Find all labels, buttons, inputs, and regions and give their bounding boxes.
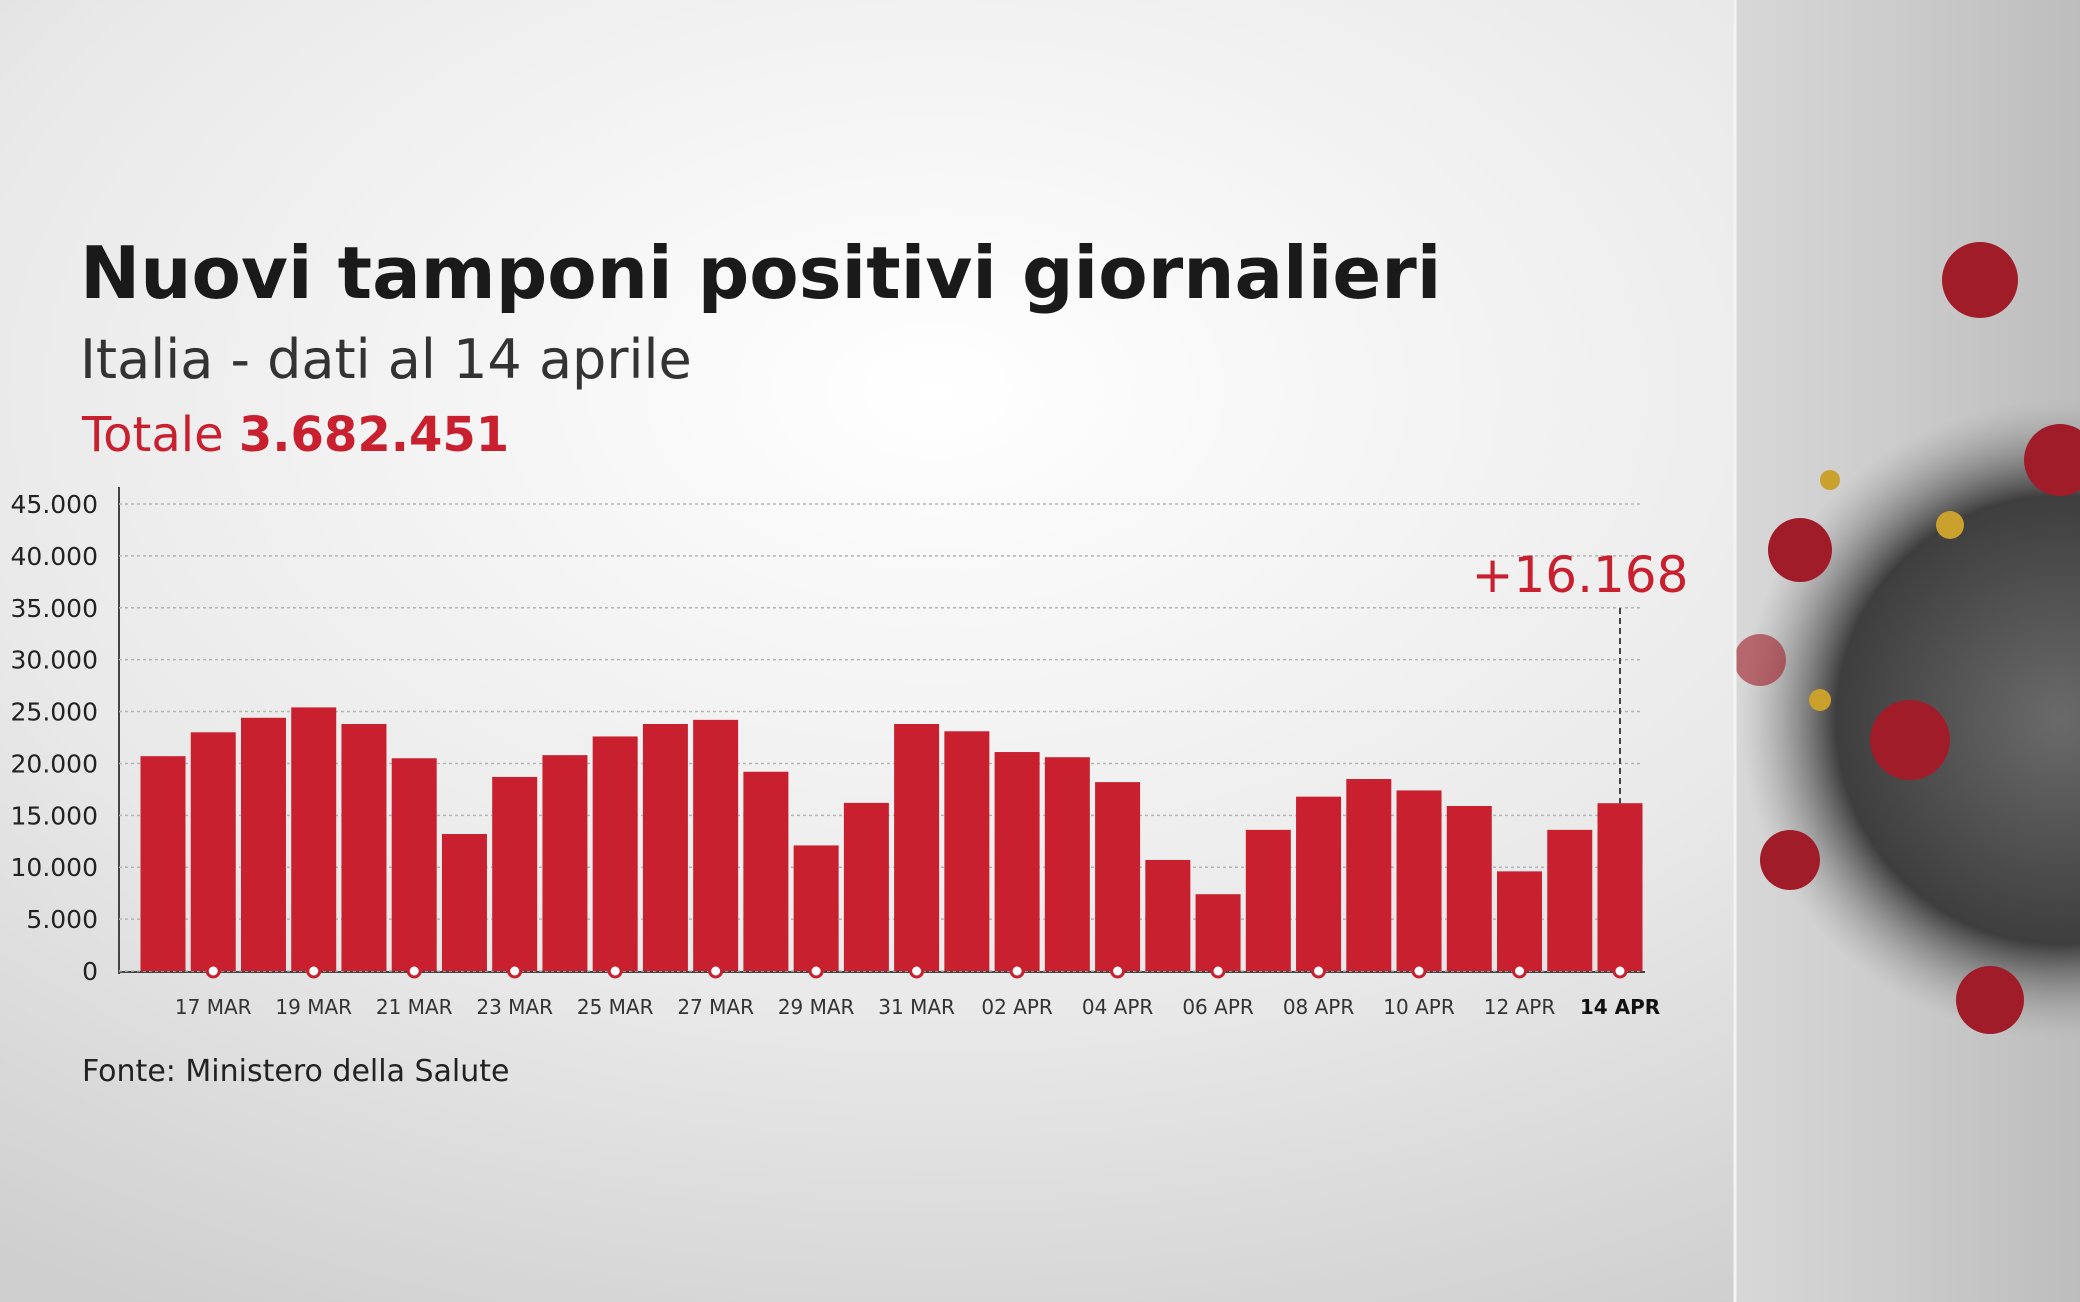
tick-dot: [909, 963, 925, 979]
bar: [994, 752, 1040, 971]
tick-dot: [1311, 963, 1327, 979]
x-tick-label: 31 MAR: [878, 995, 955, 1019]
virus-spikes: [1734, 242, 2080, 1034]
total-label: Totale: [81, 407, 224, 463]
x-tick-label: 12 APR: [1484, 995, 1556, 1019]
tick-dot: [205, 963, 221, 979]
y-tick-label: 10.000: [11, 853, 98, 882]
bar: [190, 732, 236, 971]
bar: [1446, 805, 1492, 971]
x-tick-label: 02 APR: [981, 995, 1053, 1019]
bar: [1296, 796, 1342, 971]
x-tick-label: 29 MAR: [778, 995, 855, 1019]
y-tick-label: 40.000: [11, 542, 98, 571]
y-tick-label: 0: [82, 957, 98, 986]
chart-subtitle: Italia - dati al 14 aprile: [80, 328, 692, 391]
bar: [592, 736, 638, 971]
bar: [843, 802, 889, 971]
tick-dot: [1009, 963, 1025, 979]
bar: [1597, 803, 1643, 971]
y-tick-label: 20.000: [11, 749, 98, 778]
bar: [1245, 829, 1291, 971]
bar: [693, 719, 739, 971]
bar: [642, 724, 688, 971]
x-tick-label: 06 APR: [1182, 995, 1254, 1019]
tick-dot: [607, 963, 623, 979]
bar: [441, 834, 487, 971]
x-tick-label: 04 APR: [1082, 995, 1154, 1019]
y-tick-label: 25.000: [11, 698, 98, 727]
tick-dot: [1110, 963, 1126, 979]
tick-dot: [1210, 963, 1226, 979]
bar: [944, 731, 990, 971]
bar: [743, 771, 789, 971]
tick-dot: [406, 963, 422, 979]
bar: [1396, 790, 1442, 971]
tick-dot: [306, 963, 322, 979]
bar: [391, 758, 437, 971]
tick-dot: [808, 963, 824, 979]
y-tick-label: 35.000: [11, 594, 98, 623]
total: Totale 3.682.451: [81, 407, 509, 463]
x-tick-label: 10 APR: [1383, 995, 1455, 1019]
bar: [793, 845, 839, 971]
source: Fonte: Ministero della Salute: [82, 1054, 510, 1089]
bar: [291, 707, 337, 971]
x-tick-label: 08 APR: [1283, 995, 1355, 1019]
bar: [492, 776, 538, 971]
x-tick-label: 21 MAR: [376, 995, 453, 1019]
bar: [1547, 829, 1593, 971]
x-tick-label: 14 APR: [1580, 995, 1660, 1019]
value-label: +16.168: [1472, 546, 1689, 604]
x-tick-label: 17 MAR: [175, 995, 252, 1019]
bar: [1497, 871, 1543, 971]
y-tick-label: 5.000: [26, 905, 98, 934]
y-tick-label: 45.000: [11, 490, 98, 519]
tick-dot: [1612, 963, 1628, 979]
bar: [1044, 757, 1090, 971]
x-tick-label: 23 MAR: [476, 995, 553, 1019]
tick-dot: [1411, 963, 1427, 979]
y-tick-label: 15.000: [11, 801, 98, 830]
total-value: 3.682.451: [239, 407, 509, 463]
bar: [542, 755, 588, 971]
virus-dots: [1809, 470, 1964, 711]
x-tick-label: 19 MAR: [275, 995, 352, 1019]
tick-dot: [708, 963, 724, 979]
bar: [1095, 782, 1141, 971]
tick-dot: [507, 963, 523, 979]
x-tick-label: 27 MAR: [677, 995, 754, 1019]
tick-dot: [1512, 963, 1528, 979]
y-tick-label: 30.000: [11, 646, 98, 675]
bar: [240, 717, 286, 971]
bar: [140, 756, 186, 971]
x-tick-label: 25 MAR: [577, 995, 654, 1019]
bar: [341, 724, 387, 971]
bar: [1346, 779, 1392, 971]
chart-title: Nuovi tamponi positivi giornalieri: [80, 231, 1441, 315]
bar: [894, 724, 940, 971]
bar: [1145, 859, 1191, 971]
bar: [1195, 894, 1241, 971]
